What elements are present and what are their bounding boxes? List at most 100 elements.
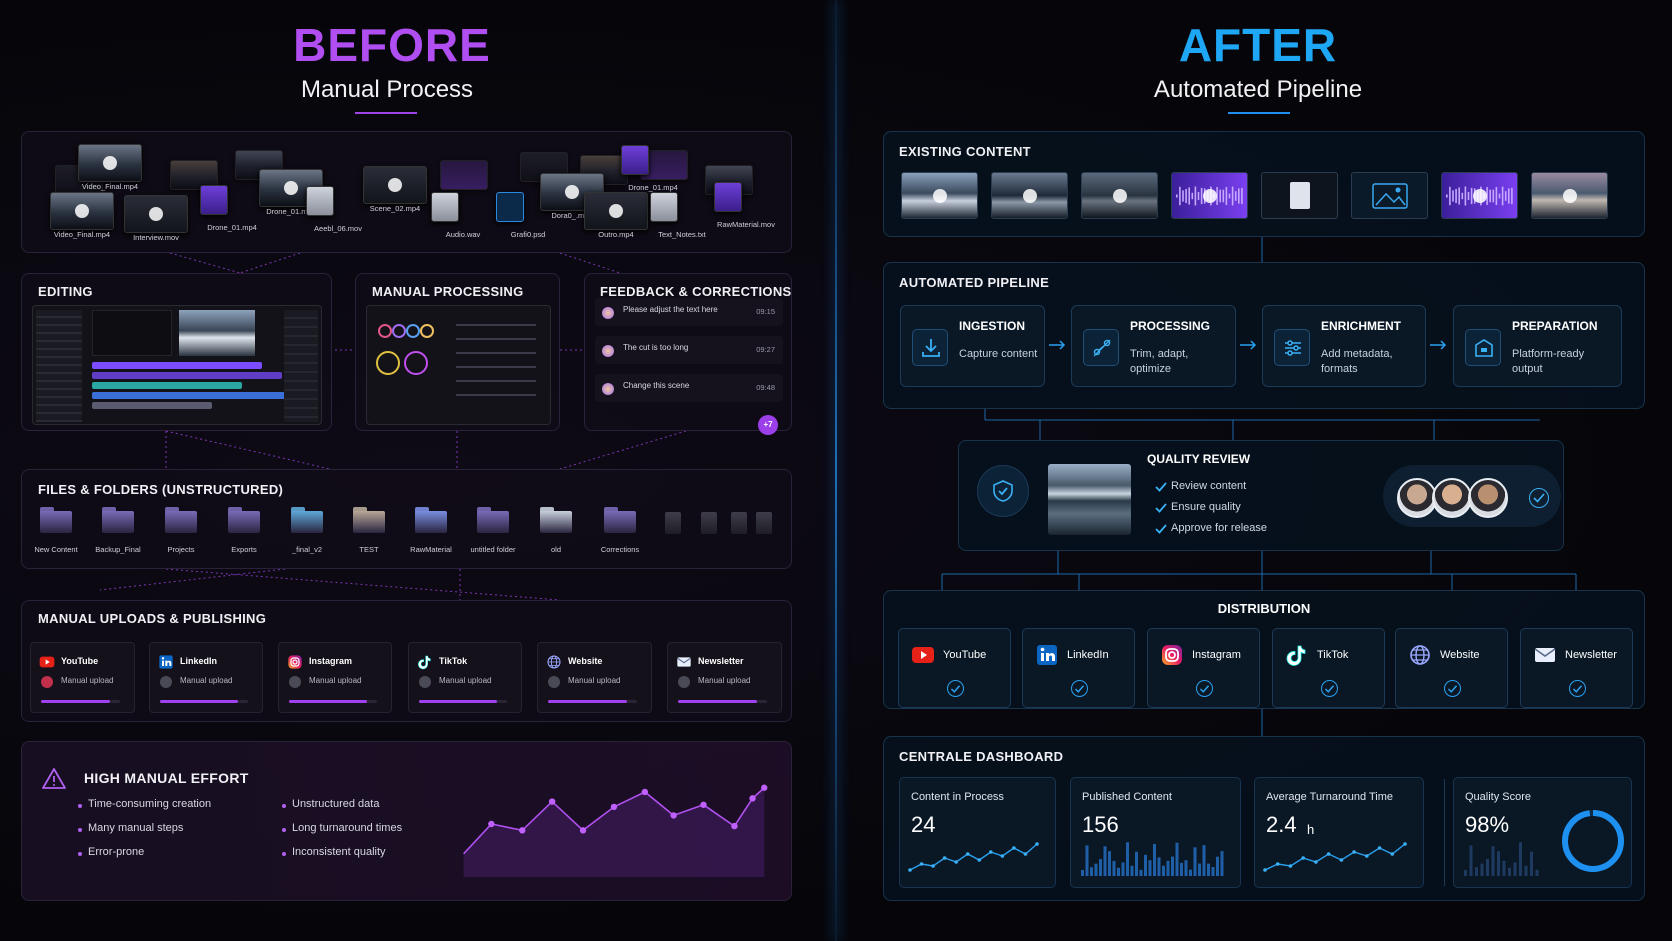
- platform-name: YouTube: [61, 656, 99, 666]
- platform-icon: [1534, 648, 1556, 662]
- icon-part: [1481, 348, 1487, 352]
- mini-bar: [1524, 865, 1528, 876]
- content-thumb: [991, 172, 1068, 219]
- panel-title: CENTRALE DASHBOARD: [899, 749, 1064, 764]
- platform-icon: [912, 647, 934, 663]
- effort-point: Many manual steps: [88, 822, 184, 834]
- content-thumb: [1531, 172, 1608, 219]
- progress-fill: [160, 700, 238, 703]
- image-icon: [1372, 183, 1408, 209]
- wave-bar: [1461, 192, 1464, 200]
- upload-card: Instagram Manual upload: [278, 642, 392, 713]
- file-thumb: [584, 192, 648, 230]
- message-text: The cut is too long: [623, 343, 689, 352]
- mini-dot: [977, 858, 982, 862]
- icon-part: [1447, 685, 1458, 693]
- icon-part: [1430, 340, 1447, 350]
- icon-part: [53, 784, 55, 786]
- mini-dot: [1263, 868, 1267, 872]
- status-icon: [289, 676, 301, 688]
- pipeline-step: PROCESSING Trim, adapt, optimize: [1071, 305, 1236, 387]
- content-thumb: [901, 172, 978, 219]
- progress-fill: [289, 700, 367, 703]
- metric-value: 156: [1082, 812, 1119, 837]
- mini-bar: [1491, 846, 1495, 876]
- folder-name: RawMaterial: [410, 545, 452, 554]
- mini-dot: [1000, 854, 1005, 858]
- folder-tab: [477, 507, 491, 512]
- mini-dot: [954, 860, 958, 864]
- warning-icon: [42, 768, 66, 789]
- mini-dot: [1365, 854, 1369, 858]
- icon-part: [288, 655, 302, 669]
- wave-bar: [1216, 187, 1218, 205]
- panel-title: EDITING: [38, 284, 93, 299]
- folder-icon: [102, 511, 134, 533]
- color-wheel: [378, 324, 392, 338]
- wave-bar: [1231, 186, 1234, 206]
- platform-card: LinkedIn: [1022, 628, 1135, 708]
- uploads-panel: MANUAL UPLOADS & PUBLISHING YouTube Manua…: [21, 600, 792, 722]
- feedback-panel: FEEDBACK & CORRECTIONS Please adjust the…: [584, 273, 792, 435]
- mini-bar: [1220, 851, 1224, 876]
- wave-bar: [1185, 188, 1187, 204]
- metric-label: Quality Score: [1465, 791, 1532, 803]
- sparkline-dot: [670, 812, 677, 819]
- folder-tab: [165, 507, 179, 512]
- folder-icon: [604, 511, 636, 533]
- wave-bar: [1197, 191, 1200, 201]
- mini-bar: [1175, 842, 1179, 876]
- icon-part: [1049, 340, 1066, 350]
- sparkline: [463, 787, 765, 855]
- icon-part: [1155, 503, 1167, 513]
- icon-part: [161, 657, 165, 660]
- trend-sparkline: [463, 784, 768, 877]
- check-text: Approve for release: [1171, 522, 1267, 534]
- editor-panel: [284, 310, 318, 422]
- icon-part: [159, 655, 173, 669]
- folder-tab: [228, 507, 242, 512]
- wave-bar: [1188, 187, 1190, 205]
- check-icon: [950, 685, 961, 693]
- folder-tab: [291, 507, 305, 512]
- folder-tab: [415, 507, 429, 512]
- message-row: [595, 298, 783, 326]
- mini-bar: [1135, 851, 1138, 876]
- connector: [239, 252, 301, 274]
- icon-part: [1572, 685, 1583, 693]
- mini-dot: [942, 856, 947, 860]
- panel-title: AUTOMATED PIPELINE: [899, 275, 1050, 290]
- message-time: 09:27: [756, 345, 775, 354]
- wave-bar: [1191, 192, 1194, 200]
- metric-card: Published Content 156: [1070, 777, 1241, 888]
- mini-bar: [1153, 844, 1156, 876]
- upload-status: Manual upload: [439, 676, 492, 685]
- file-name: Video_Final.mp4: [53, 230, 111, 239]
- mini-bar: [1216, 856, 1219, 876]
- color-wheel: [420, 324, 434, 338]
- before-title: BEFORE: [293, 19, 491, 71]
- mini-bar: [1117, 867, 1120, 876]
- sparkline-dot: [548, 798, 556, 805]
- folder-icon: [415, 511, 447, 533]
- folder-tab: [40, 507, 54, 512]
- folder-name: Exports: [231, 545, 257, 554]
- platform-name: Newsletter: [1565, 649, 1617, 661]
- folder-icon: [40, 511, 72, 533]
- metric-card: Quality Score 98%: [1453, 777, 1632, 888]
- mini-bar: [1130, 865, 1134, 876]
- upload-card: YouTube Manual upload: [30, 642, 135, 713]
- play-icon: [1202, 188, 1217, 203]
- mini-dot: [1035, 842, 1039, 846]
- icon-part: [1475, 339, 1493, 357]
- wave-bar: [1446, 194, 1448, 198]
- upload-status: Manual upload: [309, 676, 362, 685]
- progress-fill: [548, 700, 627, 703]
- mini-bar: [1090, 867, 1093, 876]
- metric-value: 24: [911, 812, 936, 837]
- bullet: [282, 804, 286, 808]
- sparkline-area: [463, 787, 765, 877]
- timeline-clip: [92, 382, 242, 389]
- check-icon: [1324, 685, 1335, 693]
